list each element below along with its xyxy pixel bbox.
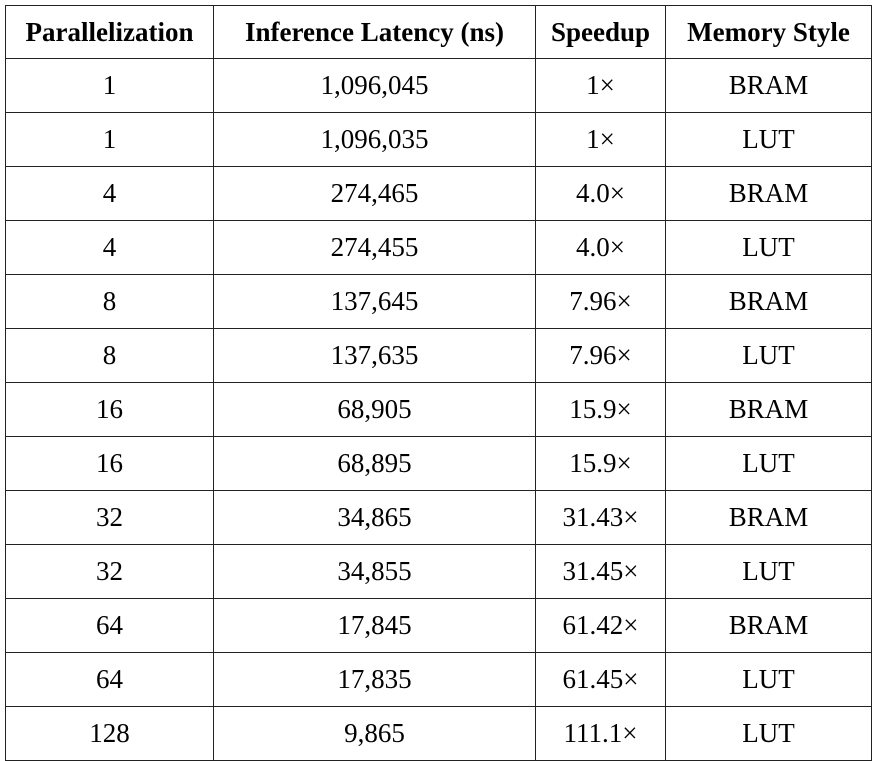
speedup-cell: 7.96×: [535, 328, 666, 383]
speedup-cell: 61.45×: [535, 652, 666, 707]
parallelization-cell: 16: [5, 382, 214, 437]
table-row: 16 68,895 15.9× LUT: [5, 436, 872, 491]
memory-style-cell: LUT: [665, 544, 872, 599]
memory-style-cell: BRAM: [665, 166, 872, 221]
table-header-row: Parallelization Inference Latency (ns) S…: [5, 5, 872, 59]
parallelization-cell: 1: [5, 58, 214, 113]
memory-style-cell: LUT: [665, 436, 872, 491]
memory-style-cell: BRAM: [665, 490, 872, 545]
speedup-cell: 7.96×: [535, 274, 666, 329]
header-speedup: Speedup: [535, 5, 666, 59]
parallelization-cell: 64: [5, 652, 214, 707]
table-row: 32 34,865 31.43× BRAM: [5, 490, 872, 545]
table-row: 1 1,096,045 1× BRAM: [5, 58, 872, 113]
latency-cell: 1,096,045: [213, 58, 536, 113]
table-row: 16 68,905 15.9× BRAM: [5, 382, 872, 437]
latency-cell: 9,865: [213, 706, 536, 761]
table-row: 64 17,845 61.42× BRAM: [5, 598, 872, 653]
memory-style-cell: BRAM: [665, 274, 872, 329]
table-row: 1 1,096,035 1× LUT: [5, 112, 872, 167]
table-row: 128 9,865 111.1× LUT: [5, 706, 872, 761]
results-table: Parallelization Inference Latency (ns) S…: [5, 5, 872, 761]
parallelization-cell: 64: [5, 598, 214, 653]
speedup-cell: 31.43×: [535, 490, 666, 545]
parallelization-cell: 8: [5, 328, 214, 383]
header-memory-style: Memory Style: [665, 5, 872, 59]
header-parallelization: Parallelization: [5, 5, 214, 59]
latency-cell: 274,455: [213, 220, 536, 275]
header-inference-latency: Inference Latency (ns): [213, 5, 536, 59]
memory-style-cell: BRAM: [665, 58, 872, 113]
latency-cell: 34,865: [213, 490, 536, 545]
memory-style-cell: BRAM: [665, 382, 872, 437]
parallelization-cell: 4: [5, 166, 214, 221]
memory-style-cell: LUT: [665, 220, 872, 275]
table-row: 8 137,645 7.96× BRAM: [5, 274, 872, 329]
table-row: 4 274,465 4.0× BRAM: [5, 166, 872, 221]
speedup-cell: 15.9×: [535, 436, 666, 491]
results-table-container: Parallelization Inference Latency (ns) S…: [5, 5, 872, 761]
latency-cell: 17,835: [213, 652, 536, 707]
latency-cell: 274,465: [213, 166, 536, 221]
speedup-cell: 31.45×: [535, 544, 666, 599]
parallelization-cell: 1: [5, 112, 214, 167]
table-row: 32 34,855 31.45× LUT: [5, 544, 872, 599]
memory-style-cell: BRAM: [665, 598, 872, 653]
parallelization-cell: 128: [5, 706, 214, 761]
table-row: 4 274,455 4.0× LUT: [5, 220, 872, 275]
speedup-cell: 15.9×: [535, 382, 666, 437]
latency-cell: 1,096,035: [213, 112, 536, 167]
table-row: 8 137,635 7.96× LUT: [5, 328, 872, 383]
speedup-cell: 111.1×: [535, 706, 666, 761]
parallelization-cell: 32: [5, 490, 214, 545]
speedup-cell: 61.42×: [535, 598, 666, 653]
speedup-cell: 1×: [535, 58, 666, 113]
latency-cell: 34,855: [213, 544, 536, 599]
parallelization-cell: 8: [5, 274, 214, 329]
speedup-cell: 4.0×: [535, 166, 666, 221]
latency-cell: 17,845: [213, 598, 536, 653]
memory-style-cell: LUT: [665, 706, 872, 761]
parallelization-cell: 4: [5, 220, 214, 275]
memory-style-cell: LUT: [665, 652, 872, 707]
memory-style-cell: LUT: [665, 112, 872, 167]
parallelization-cell: 16: [5, 436, 214, 491]
latency-cell: 68,895: [213, 436, 536, 491]
memory-style-cell: LUT: [665, 328, 872, 383]
latency-cell: 137,635: [213, 328, 536, 383]
table-row: 64 17,835 61.45× LUT: [5, 652, 872, 707]
parallelization-cell: 32: [5, 544, 214, 599]
latency-cell: 137,645: [213, 274, 536, 329]
speedup-cell: 1×: [535, 112, 666, 167]
table-body: 1 1,096,045 1× BRAM 1 1,096,035 1× LUT 4 274,465 4…: [5, 58, 872, 761]
latency-cell: 68,905: [213, 382, 536, 437]
speedup-cell: 4.0×: [535, 220, 666, 275]
